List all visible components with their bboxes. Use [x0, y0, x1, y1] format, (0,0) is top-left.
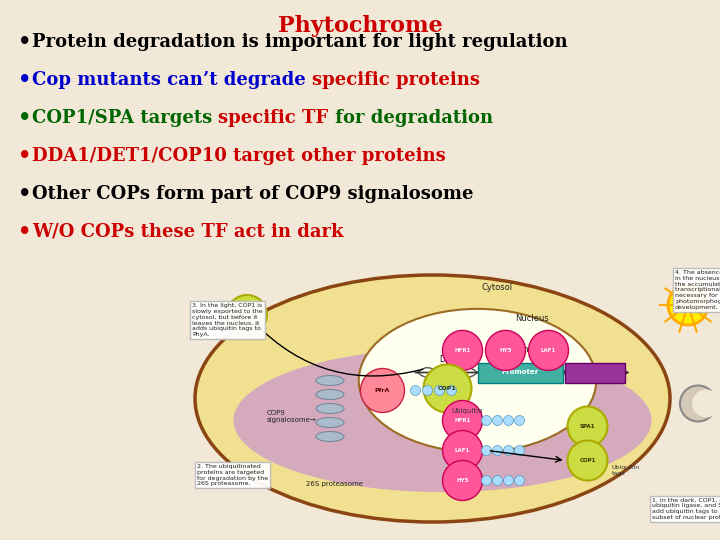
Circle shape	[443, 401, 482, 441]
Circle shape	[503, 415, 513, 426]
Circle shape	[503, 476, 513, 485]
Text: Ubiquitin
tags: Ubiquitin tags	[611, 465, 640, 476]
Text: PfrA: PfrA	[375, 388, 390, 393]
Bar	[564, 362, 624, 382]
Text: •: •	[18, 70, 32, 90]
Text: Promoter: Promoter	[501, 369, 538, 375]
Circle shape	[443, 430, 482, 470]
Circle shape	[567, 407, 608, 447]
Circle shape	[227, 295, 267, 335]
Text: COP1: COP1	[438, 386, 457, 391]
Text: LAF1: LAF1	[455, 448, 470, 453]
Text: W/O COPs these TF act in dark: W/O COPs these TF act in dark	[32, 223, 343, 241]
Text: HY5: HY5	[456, 478, 469, 483]
Ellipse shape	[316, 375, 344, 386]
Circle shape	[423, 386, 433, 395]
Circle shape	[361, 368, 405, 413]
Text: •: •	[18, 146, 32, 166]
Circle shape	[434, 386, 444, 395]
Ellipse shape	[316, 389, 344, 400]
Text: Protein degradation is important for light regulation: Protein degradation is important for lig…	[32, 33, 567, 51]
Text: •: •	[18, 108, 32, 128]
Text: DDA1/DET1/COP10 target other proteins: DDA1/DET1/COP10 target other proteins	[32, 147, 446, 165]
Text: 4. The absence of COP1
in the nucleus permits
the accumulation of
transcriptiona: 4. The absence of COP1 in the nucleus pe…	[675, 270, 720, 310]
Circle shape	[567, 441, 608, 481]
Bar	[477, 362, 562, 382]
Text: LAF1: LAF1	[541, 348, 556, 353]
Circle shape	[680, 386, 716, 422]
Text: COP1: COP1	[580, 458, 595, 463]
Text: •: •	[18, 32, 32, 52]
Ellipse shape	[195, 275, 670, 522]
Circle shape	[503, 446, 513, 456]
Text: 3. In the light, COP1 is
slowly exported to the
cytosol, but before it
leaves th: 3. In the light, COP1 is slowly exported…	[192, 303, 263, 337]
Ellipse shape	[316, 431, 344, 442]
Text: specific TF: specific TF	[218, 109, 329, 127]
Text: •: •	[18, 184, 32, 204]
Circle shape	[492, 415, 503, 426]
Text: Cytosol: Cytosol	[482, 283, 513, 292]
Text: HFR1: HFR1	[454, 348, 471, 353]
Text: COP1: COP1	[239, 313, 255, 318]
Circle shape	[668, 285, 708, 325]
Text: Cop mutants can’t degrade: Cop mutants can’t degrade	[32, 71, 312, 89]
Circle shape	[443, 461, 482, 501]
Text: Ubiquitin: Ubiquitin	[451, 408, 483, 415]
Text: 1. In the dark, COP1, an E3
ubiquitin ligase, and SPA1
add ubiquitin tags to a
s: 1. In the dark, COP1, an E3 ubiquitin li…	[652, 497, 720, 520]
Text: •: •	[18, 222, 32, 242]
Text: Transcription: Transcription	[513, 346, 562, 354]
Circle shape	[515, 476, 524, 485]
Circle shape	[482, 415, 492, 426]
Circle shape	[492, 446, 503, 456]
Text: 2. The ubiquitinated
proteïns are targeted
for degradation by the
26S proteasome: 2. The ubiquitinated proteïns are target…	[197, 464, 268, 487]
Ellipse shape	[316, 417, 344, 428]
Text: Other COPs form part of COP9 signalosome: Other COPs form part of COP9 signalosome	[32, 185, 474, 203]
Circle shape	[443, 330, 482, 370]
Circle shape	[515, 415, 524, 426]
Ellipse shape	[316, 403, 344, 414]
Circle shape	[492, 476, 503, 485]
Circle shape	[515, 446, 524, 456]
Text: for degradation: for degradation	[329, 109, 493, 127]
Circle shape	[482, 446, 492, 456]
Text: COP9
signalosome→: COP9 signalosome→	[267, 410, 317, 423]
Ellipse shape	[233, 349, 652, 492]
Text: COP1/SPA targets: COP1/SPA targets	[32, 109, 218, 127]
Text: DNA: DNA	[439, 355, 456, 364]
Text: HFR1: HFR1	[454, 418, 471, 423]
Circle shape	[528, 330, 569, 370]
Circle shape	[692, 389, 720, 417]
Text: Nucleus: Nucleus	[516, 314, 549, 323]
Circle shape	[482, 476, 492, 485]
Circle shape	[485, 330, 526, 370]
Text: specific proteins: specific proteins	[312, 71, 480, 89]
Circle shape	[423, 364, 472, 413]
Ellipse shape	[359, 309, 596, 452]
Text: 26S proteasome: 26S proteasome	[307, 481, 364, 487]
Text: HY5: HY5	[499, 348, 512, 353]
Text: Phytochrome: Phytochrome	[278, 15, 442, 37]
Circle shape	[446, 386, 456, 395]
Text: SPA1: SPA1	[580, 424, 595, 429]
Circle shape	[410, 386, 420, 395]
